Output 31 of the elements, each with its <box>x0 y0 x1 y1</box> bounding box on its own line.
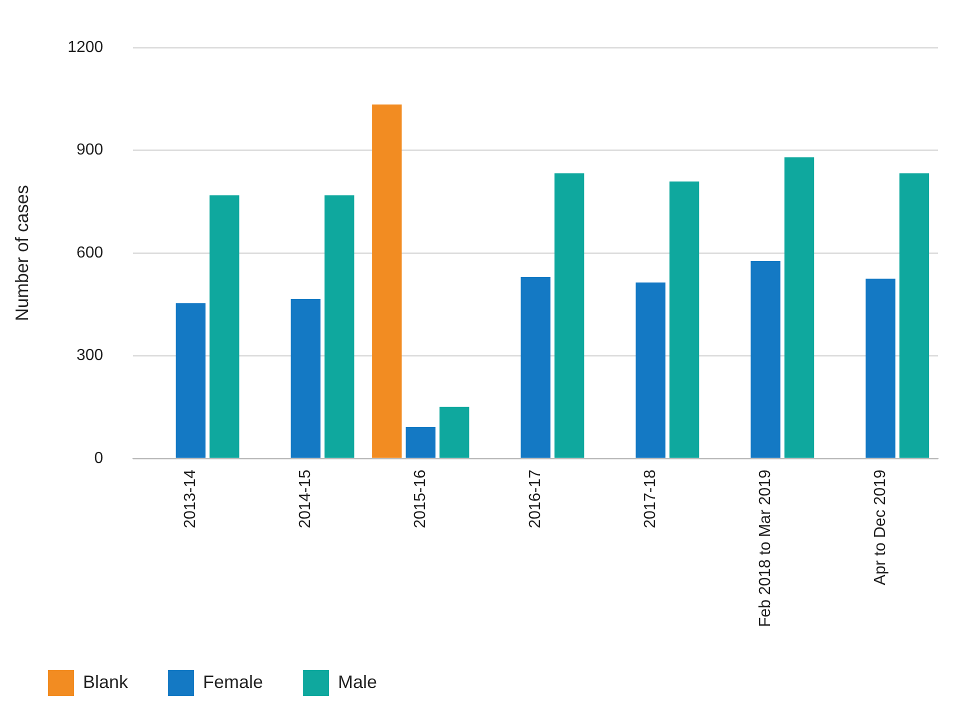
x-tick-label: 2014-15 <box>297 469 314 528</box>
y-axis-title: Number of cases <box>12 185 32 322</box>
bar <box>784 157 814 458</box>
bar <box>899 173 930 458</box>
x-tick-label: Feb 2018 to Mar 2019 <box>756 469 774 627</box>
x-tick-label: 2013-14 <box>182 469 200 528</box>
legend-label: Female <box>203 672 264 692</box>
bar <box>554 173 584 458</box>
y-tick-label: 1200 <box>68 39 104 56</box>
bar <box>406 427 436 458</box>
bar <box>636 282 666 458</box>
bar <box>372 104 402 458</box>
bar <box>324 195 354 458</box>
x-tick-label: Apr to Dec 2019 <box>872 469 889 586</box>
bar <box>440 406 470 458</box>
y-tick-label: 0 <box>94 450 104 467</box>
bar <box>210 195 240 458</box>
x-tick-label: 2017-18 <box>642 469 659 528</box>
legend-label: Male <box>338 672 378 692</box>
bar <box>750 260 780 458</box>
bar <box>290 298 320 458</box>
bar <box>176 303 206 458</box>
y-tick-label: 600 <box>76 244 104 262</box>
x-tick-label: 2016-17 <box>527 469 544 528</box>
y-tick-label: 900 <box>76 142 104 159</box>
bar <box>866 278 896 458</box>
bar <box>520 277 550 458</box>
y-tick-label: 300 <box>76 347 104 364</box>
x-tick-label: 2015-16 <box>412 469 430 528</box>
legend-label: Blank <box>83 672 130 692</box>
bar <box>669 182 700 458</box>
